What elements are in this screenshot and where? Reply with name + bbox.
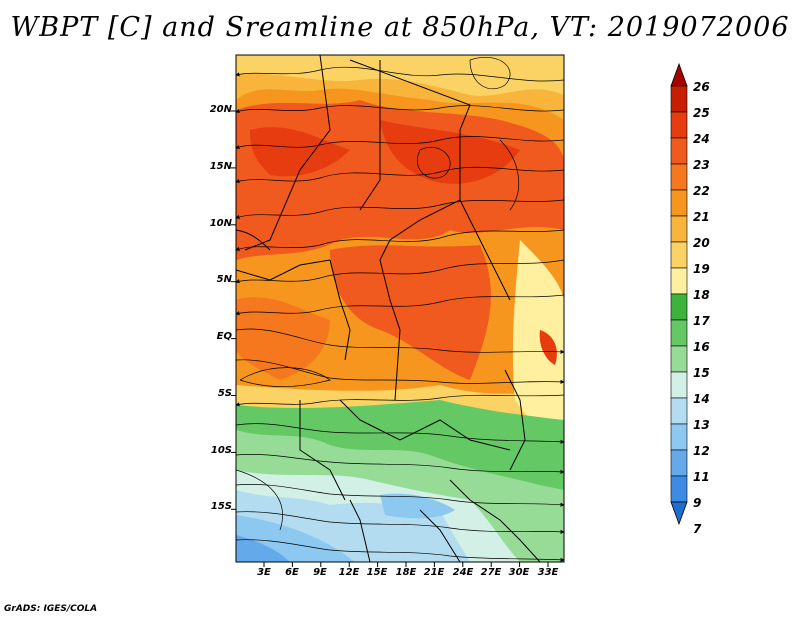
grads-credit: GrADS: IGES/COLA <box>4 604 98 614</box>
colorbar-segment <box>670 267 688 295</box>
map-title: WBPT [C] and Sreamline at 850hPa, VT: 20… <box>10 12 790 43</box>
colorbar-bottom-arrow <box>670 501 688 526</box>
colorbar-label: 22 <box>693 184 710 198</box>
colorbar-segment <box>670 293 688 321</box>
streamlines <box>236 56 564 562</box>
colorbar-segment <box>670 449 688 477</box>
colorbar-segment <box>670 189 688 217</box>
colorbar-segment <box>670 215 688 243</box>
lat-label-15n: 15N <box>209 161 232 172</box>
lat-ticks <box>231 110 236 510</box>
lat-label-10n: 10N <box>209 218 232 229</box>
colorbar-segment <box>670 397 688 425</box>
lon-label-6e: 6E <box>285 567 299 578</box>
colorbar-segment <box>670 111 688 139</box>
lon-label-3e: 3E <box>257 567 271 578</box>
lon-label-12e: 12E <box>338 567 360 578</box>
colorbar-segment <box>670 241 688 269</box>
colorbar-label: 17 <box>693 314 710 328</box>
colorbar-label: 12 <box>693 444 710 458</box>
colorbar-label: 25 <box>693 106 710 120</box>
lat-label-eq: EQ <box>216 331 232 342</box>
lon-ticks <box>263 562 549 567</box>
colorbar-label: 20 <box>693 236 710 250</box>
colorbar-segment <box>670 85 688 113</box>
map-field <box>236 55 564 562</box>
lon-label-21e: 21E <box>423 567 445 578</box>
colorbar-label: 24 <box>693 132 710 146</box>
lat-label-10s: 10S <box>210 445 232 456</box>
colorbar-label: 16 <box>693 340 710 354</box>
colorbar-label: 7 <box>693 522 702 536</box>
colorbar-label: 23 <box>693 158 710 172</box>
lat-label-5s: 5S <box>217 388 232 399</box>
colorbar-segment <box>670 345 688 373</box>
map-frame <box>235 54 565 563</box>
colorbar-segment <box>670 475 688 503</box>
colorbar <box>670 62 688 526</box>
colorbar-label: 21 <box>693 210 710 224</box>
lon-label-33e: 33E <box>537 567 559 578</box>
lon-label-24e: 24E <box>452 567 474 578</box>
colorbar-segment <box>670 423 688 451</box>
colorbar-segment <box>670 137 688 165</box>
colorbar-label: 11 <box>693 470 710 484</box>
colorbar-segment <box>670 371 688 399</box>
colorbar-label: 19 <box>693 262 710 276</box>
lon-label-18e: 18E <box>395 567 417 578</box>
colorbar-label: 26 <box>693 80 710 94</box>
lon-label-9e: 9E <box>313 567 327 578</box>
colorbar-segment <box>670 163 688 191</box>
colorbar-label: 18 <box>693 288 710 302</box>
lat-label-15s: 15S <box>210 501 232 512</box>
country-borders <box>236 55 541 562</box>
lat-label-20n: 20N <box>209 104 232 115</box>
colorbar-label: 15 <box>693 366 710 380</box>
lon-label-27e: 27E <box>480 567 502 578</box>
colorbar-top-arrow <box>670 62 688 87</box>
colorbar-label: 14 <box>693 392 710 406</box>
colorbar-label: 9 <box>693 496 702 510</box>
lon-label-30e: 30E <box>508 567 530 578</box>
lon-label-15e: 15E <box>366 567 388 578</box>
colorbar-segment <box>670 319 688 347</box>
colorbar-label: 13 <box>693 418 710 432</box>
lat-label-5n: 5N <box>216 274 232 285</box>
